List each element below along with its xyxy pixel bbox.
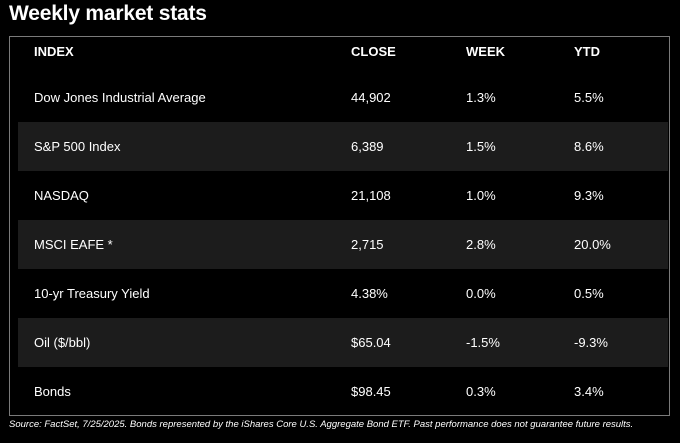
row-ytd-value: 3.4% [574, 383, 604, 399]
row-close-value: 4.38% [351, 286, 388, 301]
row-index-name: Dow Jones Industrial Average [34, 90, 206, 105]
row-index-name: S&P 500 Index [34, 139, 121, 154]
header-index: INDEX [34, 43, 74, 59]
row-week-value: 1.5% [466, 139, 496, 154]
row-close-value: 44,902 [351, 90, 391, 105]
row-index-name: MSCI EAFE * [34, 237, 113, 252]
table-row: Bonds $98.45 0.3% 3.4% [18, 367, 668, 415]
row-index-name: NASDAQ [34, 188, 89, 203]
row-week-value: -1.5% [466, 335, 500, 350]
row-ytd-value: 20.0% [574, 237, 611, 252]
row-index-name: Bonds [34, 383, 71, 399]
row-ytd-value: 0.5% [574, 286, 604, 301]
table-header-row: INDEX CLOSE WEEK YTD [18, 39, 668, 63]
row-ytd-value: 5.5% [574, 90, 604, 105]
header-week: WEEK [466, 43, 505, 59]
row-close-value: $98.45 [351, 383, 391, 399]
table-row: MSCI EAFE * 2,715 2.8% 20.0% [18, 220, 668, 269]
table-row: Dow Jones Industrial Average 44,902 1.3%… [18, 73, 668, 122]
table-row: 10-yr Treasury Yield 4.38% 0.0% 0.5% [18, 269, 668, 318]
row-ytd-value: 9.3% [574, 188, 604, 203]
row-close-value: $65.04 [351, 335, 391, 350]
header-close: CLOSE [351, 43, 396, 59]
market-stats-table: INDEX CLOSE WEEK YTD Dow Jones Industria… [9, 36, 670, 416]
row-index-name: Oil ($/bbl) [34, 335, 91, 350]
table-row: Oil ($/bbl) $65.04 -1.5% -9.3% [18, 318, 668, 367]
row-week-value: 1.0% [466, 188, 496, 203]
row-week-value: 0.0% [466, 286, 496, 301]
header-ytd: YTD [574, 43, 600, 59]
row-close-value: 2,715 [351, 237, 384, 252]
row-ytd-value: -9.3% [574, 335, 608, 350]
source-footnote: Source: FactSet, 7/25/2025. Bonds repres… [9, 419, 634, 430]
row-week-value: 1.3% [466, 90, 496, 105]
row-week-value: 2.8% [466, 237, 496, 252]
row-index-name: 10-yr Treasury Yield [34, 286, 150, 301]
row-ytd-value: 8.6% [574, 139, 604, 154]
table-row: S&P 500 Index 6,389 1.5% 8.6% [18, 122, 668, 171]
row-week-value: 0.3% [466, 383, 496, 399]
table-row: NASDAQ 21,108 1.0% 9.3% [18, 171, 668, 220]
row-close-value: 21,108 [351, 188, 391, 203]
row-close-value: 6,389 [351, 139, 384, 154]
page-title: Weekly market stats [9, 2, 207, 25]
